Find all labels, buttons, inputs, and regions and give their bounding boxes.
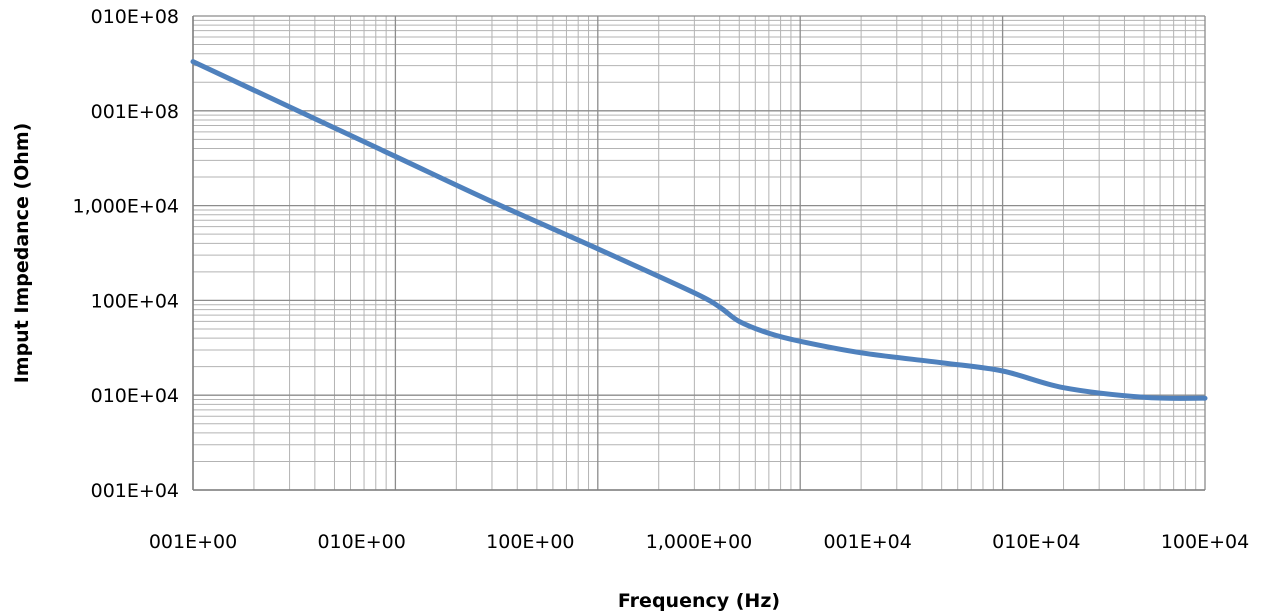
x-tick-labels: 001E+00 010E+00 100E+00 1,000E+00 001E+04 010… [149,531,1249,553]
grid-major [192,15,1206,491]
x-axis-title: Frequency (Hz) [618,590,780,612]
x-tick-label: 100E+00 [486,531,574,553]
y-tick-label: 1,000E+04 [73,196,180,218]
y-tick-label: 010E+08 [91,6,179,28]
x-tick-label: 001E+04 [823,531,911,553]
x-tick-label: 100E+04 [1161,531,1249,553]
y-tick-label: 010E+04 [91,385,179,407]
y-tick-labels: 001E+04 010E+04 100E+04 1,000E+04 001E+08 010… [73,6,180,502]
y-tick-label: 001E+04 [91,480,179,502]
x-tick-label: 001E+00 [149,531,237,553]
x-tick-label: 010E+00 [317,531,405,553]
y-tick-label: 001E+08 [91,101,179,123]
y-tick-label: 100E+04 [91,290,179,312]
y-axis-title: Imput Impedance (Ohm) [11,123,33,384]
impedance-series-line [190,59,1208,401]
grid-minor [193,16,1205,490]
plot-background [193,16,1205,490]
x-tick-label: 010E+04 [992,531,1080,553]
series-layer [190,59,1208,401]
x-tick-label: 1,000E+00 [646,531,753,553]
